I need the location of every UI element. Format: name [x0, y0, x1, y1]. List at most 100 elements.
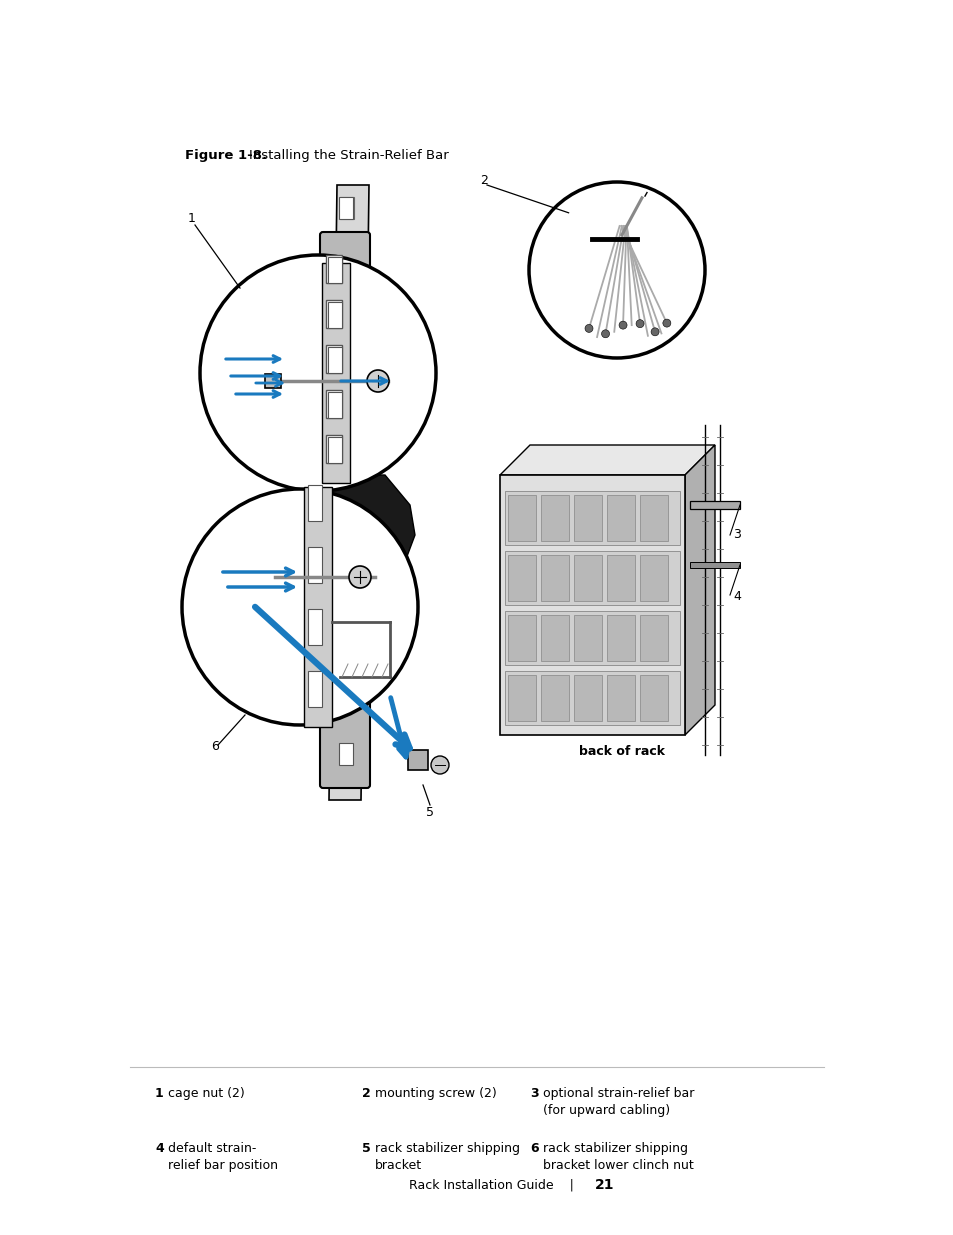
Bar	[639, 495, 667, 541]
Text: cage nut (2): cage nut (2)	[168, 1087, 245, 1100]
FancyBboxPatch shape	[319, 232, 370, 788]
Polygon shape	[314, 475, 415, 585]
Circle shape	[650, 327, 659, 336]
Circle shape	[636, 320, 643, 327]
FancyBboxPatch shape	[265, 374, 281, 388]
Bar	[574, 676, 601, 721]
Bar	[639, 615, 667, 661]
Bar	[328, 303, 341, 329]
Text: 5: 5	[361, 1142, 371, 1155]
Bar	[639, 676, 667, 721]
Bar	[339, 664, 354, 687]
Bar	[574, 555, 601, 601]
Circle shape	[529, 182, 704, 358]
Bar	[540, 495, 568, 541]
Text: Installing the Strain-Relief Bar: Installing the Strain-Relief Bar	[232, 148, 448, 162]
Bar	[338, 509, 353, 531]
Bar	[339, 198, 354, 219]
Bar	[606, 676, 635, 721]
Text: mounting screw (2): mounting screw (2)	[375, 1087, 497, 1100]
Bar	[328, 257, 341, 283]
Bar	[338, 275, 353, 296]
Bar	[499, 475, 684, 735]
Bar	[606, 555, 635, 601]
Bar	[689, 501, 740, 509]
Bar	[507, 555, 536, 601]
Bar	[507, 495, 536, 541]
Text: default strain-
relief bar position: default strain- relief bar position	[168, 1142, 277, 1172]
Circle shape	[349, 566, 371, 588]
Bar	[326, 300, 341, 329]
Bar	[504, 671, 679, 725]
Polygon shape	[684, 445, 714, 735]
Bar	[339, 353, 354, 375]
Bar	[338, 198, 353, 219]
Text: back of rack: back of rack	[578, 745, 664, 758]
Bar	[574, 495, 601, 541]
Bar	[507, 615, 536, 661]
Text: 1: 1	[154, 1087, 164, 1100]
Text: 2: 2	[479, 173, 487, 186]
Bar	[606, 495, 635, 541]
Circle shape	[367, 370, 389, 391]
Bar	[326, 345, 341, 373]
Circle shape	[200, 254, 436, 492]
Circle shape	[584, 325, 593, 332]
Bar	[606, 615, 635, 661]
Bar	[338, 743, 353, 764]
Text: Figure 1-8.: Figure 1-8.	[185, 148, 267, 162]
Bar	[339, 743, 354, 764]
Bar	[338, 431, 353, 453]
Bar	[339, 431, 354, 453]
Bar	[574, 615, 601, 661]
Text: 5: 5	[426, 805, 434, 819]
Bar	[328, 437, 341, 463]
Bar	[540, 615, 568, 661]
Bar	[308, 671, 322, 706]
Text: 3: 3	[732, 529, 740, 541]
Circle shape	[182, 489, 417, 725]
Bar	[507, 676, 536, 721]
Circle shape	[601, 330, 609, 338]
Bar	[639, 555, 667, 601]
Text: rack stabilizer shipping
bracket lower clinch nut: rack stabilizer shipping bracket lower c…	[542, 1142, 693, 1172]
Bar	[689, 562, 740, 568]
Bar	[308, 609, 322, 645]
Polygon shape	[499, 445, 714, 475]
Text: 2: 2	[361, 1087, 371, 1100]
Bar	[504, 611, 679, 664]
Bar	[308, 547, 322, 583]
Text: optional strain-relief bar
(for upward cabling): optional strain-relief bar (for upward c…	[542, 1087, 694, 1116]
Text: 1: 1	[188, 211, 195, 225]
FancyBboxPatch shape	[408, 750, 428, 769]
Text: 4: 4	[732, 590, 740, 604]
Text: 6: 6	[530, 1142, 538, 1155]
Bar	[322, 263, 350, 483]
Bar	[504, 492, 679, 545]
Text: rack stabilizer shipping
bracket: rack stabilizer shipping bracket	[375, 1142, 519, 1172]
Text: 21: 21	[595, 1178, 614, 1192]
Bar	[339, 587, 354, 609]
Text: 4: 4	[154, 1142, 164, 1155]
Circle shape	[662, 319, 670, 327]
Bar	[339, 509, 354, 531]
Bar	[338, 587, 353, 609]
Bar	[540, 676, 568, 721]
Bar	[308, 485, 322, 521]
Circle shape	[431, 756, 449, 774]
Bar	[338, 353, 353, 375]
Text: 6: 6	[211, 741, 218, 753]
Bar	[326, 390, 341, 417]
Bar	[328, 347, 341, 373]
Bar	[304, 487, 332, 727]
Bar	[339, 275, 354, 296]
Bar	[540, 555, 568, 601]
Bar	[328, 391, 341, 417]
Bar	[326, 254, 341, 283]
Bar	[338, 664, 353, 687]
Bar	[504, 551, 679, 605]
Bar	[326, 435, 341, 463]
Circle shape	[618, 321, 626, 330]
Polygon shape	[329, 185, 369, 800]
Text: Rack Installation Guide    |: Rack Installation Guide |	[409, 1178, 589, 1192]
